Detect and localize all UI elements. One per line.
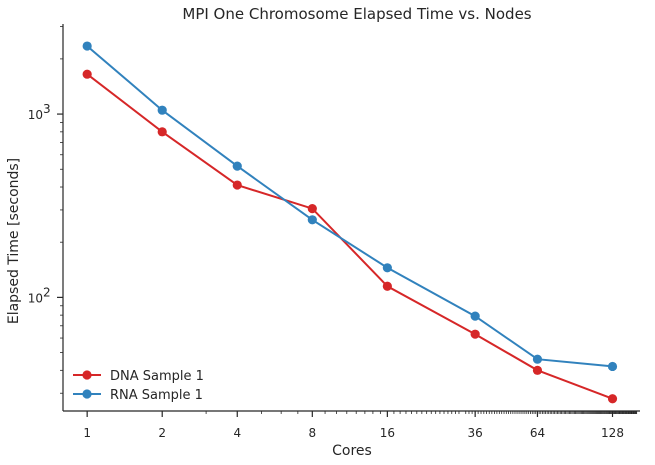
legend-marker-rna-sample-1 xyxy=(82,389,92,399)
x-tick-label: 8 xyxy=(308,426,316,440)
data-point-rna-sample-1 xyxy=(607,361,618,372)
data-point-dna-sample-1 xyxy=(470,329,480,339)
data-point-rna-sample-1 xyxy=(470,311,480,321)
legend-label-dna-sample-1: DNA Sample 1 xyxy=(110,369,204,384)
data-point-dna-sample-1 xyxy=(532,365,543,375)
legend-label-rna-sample-1: RNA Sample 1 xyxy=(110,388,203,403)
y-tick-label: 10 xyxy=(28,291,43,305)
x-tick-label: 128 xyxy=(601,426,624,440)
series-line-rna-sample-1 xyxy=(86,45,613,368)
series-line-dna-sample-1 xyxy=(86,73,613,400)
data-point-dna-sample-1 xyxy=(607,394,618,404)
x-axis-label: Cores xyxy=(332,443,372,459)
y-tick-label: 10 xyxy=(28,108,43,122)
data-point-dna-sample-1 xyxy=(382,281,392,291)
y-tick-label-exponent: 2 xyxy=(43,285,51,299)
data-point-rna-sample-1 xyxy=(307,215,317,225)
plot-area xyxy=(82,41,618,404)
y-tick-label-exponent: 3 xyxy=(43,102,51,116)
data-point-dna-sample-1 xyxy=(307,204,317,214)
data-point-rna-sample-1 xyxy=(382,263,392,273)
legend-marker-dna-sample-1 xyxy=(82,370,92,380)
x-tick-label: 36 xyxy=(468,426,483,440)
data-point-rna-sample-1 xyxy=(232,161,242,171)
x-tick-label: 2 xyxy=(158,426,166,440)
data-point-rna-sample-1 xyxy=(157,105,167,115)
x-tick-label: 16 xyxy=(380,426,395,440)
axes: 10 210 31 2 4 8 16 36 64 128 xyxy=(28,24,640,440)
data-point-dna-sample-1 xyxy=(232,180,242,190)
data-point-dna-sample-1 xyxy=(82,69,92,79)
data-point-rna-sample-1 xyxy=(82,41,92,51)
data-point-dna-sample-1 xyxy=(157,127,167,137)
legend: DNA Sample 1 RNA Sample 1 xyxy=(73,369,204,403)
x-tick-label: 64 xyxy=(530,426,545,440)
chart-title: MPI One Chromosome Elapsed Time vs. Node… xyxy=(182,5,531,23)
y-axis-label: Elapsed Time [seconds] xyxy=(6,158,22,324)
x-tick-label: 1 xyxy=(83,426,91,440)
data-point-rna-sample-1 xyxy=(532,354,543,364)
x-tick-label: 4 xyxy=(233,426,241,440)
